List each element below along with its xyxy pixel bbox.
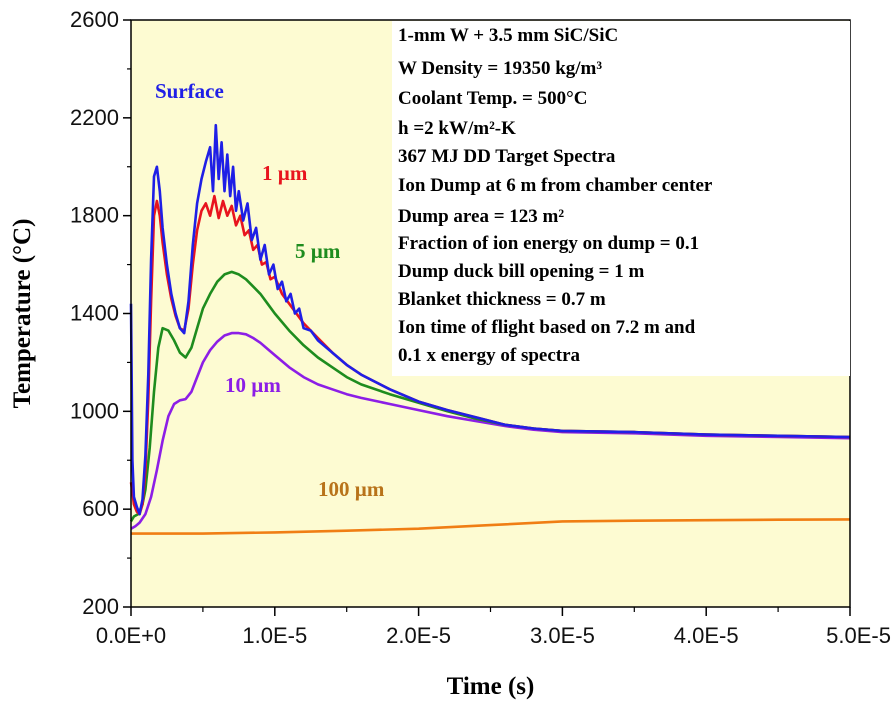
annotation-line: Coolant Temp. = 500°C — [398, 88, 587, 109]
annotation-line: Blanket thickness = 0.7 m — [398, 289, 606, 310]
annotation-line: Dump area = 123 m² — [398, 206, 564, 227]
series-line-surface — [129, 123, 851, 516]
x-axis-title: Time (s) — [447, 673, 535, 700]
annotation-line: Fraction of ion energy on dump = 0.1 — [398, 233, 699, 254]
axes-layer: 200 600 1000 1400 1800 2200 2600 0.0E+0 1.0E-5 2.… — [70, 7, 891, 648]
annotation-line: h =2 kW/m²-K — [398, 118, 516, 139]
series-labels: Surface 1 µm 5 µm 10 µm 100 µm — [155, 79, 385, 501]
annotation-line: 367 MJ DD Target Spectra — [398, 146, 616, 167]
series-label-10-um: 10 µm — [225, 373, 281, 397]
y-tick-label: 1000 — [70, 398, 119, 423]
annotation-line: 0.1 x energy of spectra — [398, 345, 581, 366]
annotation-line: Ion time of flight based on 7.2 m and — [398, 317, 696, 338]
x-tick-label: 2.0E-5 — [386, 623, 451, 648]
y-tick-label: 600 — [82, 496, 119, 521]
y-tick-label: 1800 — [70, 203, 119, 228]
y-axis-title: Temperature (°C) — [9, 219, 36, 409]
y-tick-label: 2600 — [70, 7, 119, 32]
series-label-100-um: 100 µm — [318, 477, 385, 501]
annotation-lines: 1-mm W + 3.5 mm SiC/SiC W Density = 19350… — [398, 25, 713, 366]
series-line-100-um — [131, 518, 851, 535]
annotation-box: 1-mm W + 3.5 mm SiC/SiC W Density = 19350… — [392, 21, 850, 376]
annotation-line: W Density = 19350 kg/m³ — [398, 58, 602, 79]
y-tick-label: 2200 — [70, 105, 119, 130]
annotation-background — [392, 21, 850, 376]
series-label-5-um: 5 µm — [295, 239, 341, 263]
y-tick-label: 200 — [82, 594, 119, 619]
series-label-surface: Surface — [155, 79, 224, 103]
x-tick-label: 4.0E-5 — [674, 623, 739, 648]
x-tick-label: 3.0E-5 — [530, 623, 595, 648]
x-tick-label: 5.0E-5 — [826, 623, 891, 648]
x-tick-label: 1.0E-5 — [242, 623, 307, 648]
series-layer — [129, 123, 851, 535]
annotation-line: Dump duck bill opening = 1 m — [398, 261, 644, 282]
series-line-10-um — [130, 331, 851, 530]
annotation-line: Ion Dump at 6 m from chamber center — [398, 175, 713, 196]
y-tick-label: 1400 — [70, 301, 119, 326]
annotation-line: 1-mm W + 3.5 mm SiC/SiC — [398, 25, 618, 46]
x-tick-label: 0.0E+0 — [96, 623, 166, 648]
series-label-1-um: 1 µm — [262, 161, 308, 185]
